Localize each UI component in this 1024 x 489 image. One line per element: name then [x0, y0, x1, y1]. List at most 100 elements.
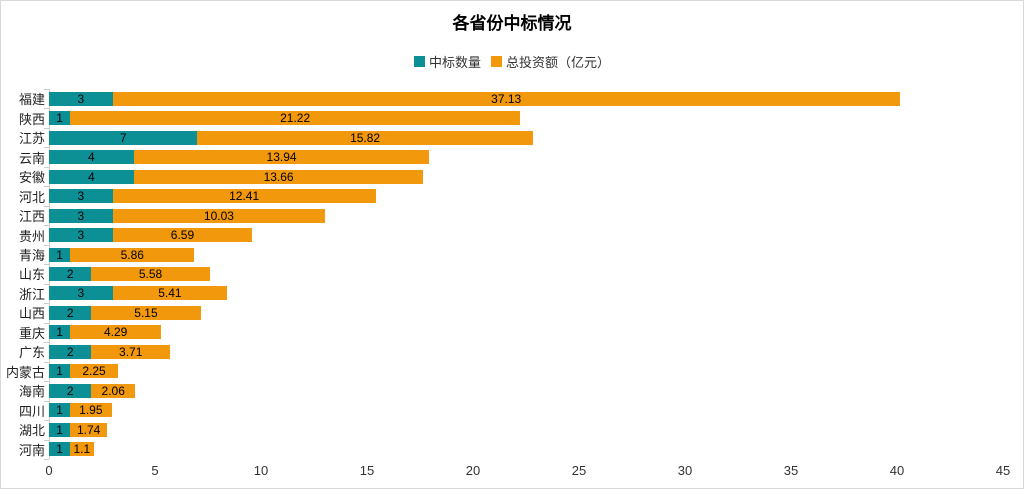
bar-segment-count[interactable]: 1 [49, 325, 71, 340]
x-axis-tick-label: 30 [677, 463, 693, 478]
bar-value-label: 37.13 [491, 91, 522, 106]
bar-segment-count[interactable]: 2 [49, 305, 92, 320]
x-axis: 0 5 10 15 20 25 30 35 40 45 [45, 463, 1010, 481]
bar-segment-count[interactable]: 4 [49, 150, 134, 165]
bar-value-label: 3 [77, 228, 85, 243]
bar-segment-count[interactable]: 3 [49, 91, 113, 106]
bar-row: 1 2.25 [49, 364, 1003, 379]
bar-segment-count[interactable]: 1 [49, 111, 71, 126]
x-axis-tick-label: 10 [253, 463, 269, 478]
bar-value-label: 13.94 [266, 150, 297, 165]
bar-segment-investment[interactable]: 2.25 [70, 364, 118, 379]
bar-value-label: 2 [66, 383, 74, 398]
x-axis-tick-label: 25 [571, 463, 587, 478]
y-axis-tick [44, 186, 49, 188]
bar-segment-investment[interactable]: 6.59 [112, 228, 253, 243]
bar-row: 3 6.59 [49, 228, 1003, 243]
bar-segment-investment[interactable]: 1.74 [70, 422, 108, 437]
bar-segment-count[interactable]: 4 [49, 169, 134, 184]
bar-segment-investment[interactable]: 13.94 [133, 150, 430, 165]
bar-segment-count[interactable]: 3 [49, 286, 113, 301]
bar-row: 4 13.66 [49, 169, 1003, 184]
bar-segment-count[interactable]: 2 [49, 383, 92, 398]
bar-value-label: 5.58 [138, 267, 163, 281]
chart-title: 各省份中标情况 [452, 14, 572, 33]
bar-segment-investment[interactable]: 15.82 [197, 130, 533, 145]
bar-value-label: 1 [56, 111, 63, 126]
y-axis-tick [44, 439, 49, 441]
bar-segment-investment[interactable]: 4.29 [70, 325, 162, 340]
bar-segment-investment[interactable]: 1.95 [70, 403, 112, 418]
bar-row: 1 1.95 [49, 403, 1003, 418]
bar-segment-count[interactable]: 1 [49, 247, 71, 262]
bar-segment-count[interactable]: 1 [49, 364, 71, 379]
y-axis-label: 广东 [18, 345, 45, 361]
bar-row: 2 2.06 [49, 383, 1003, 398]
x-axis-tick-label: 40 [889, 463, 905, 478]
y-axis-tick [44, 108, 49, 110]
legend-item-count[interactable]: 中标数量 [413, 52, 481, 71]
y-axis-label: 浙江 [18, 286, 45, 302]
bar-row: 2 3.71 [49, 344, 1003, 359]
bar-segment-count[interactable]: 1 [49, 442, 71, 457]
bar-segment-count[interactable]: 3 [49, 189, 113, 204]
legend-swatch-count-icon [413, 56, 425, 67]
bar-value-label: 2 [66, 267, 74, 281]
bar-segment-investment[interactable]: 5.41 [112, 286, 228, 301]
legend-label-count: 中标数量 [428, 55, 481, 70]
bar-value-label: 15.82 [350, 130, 381, 145]
bar-segment-count[interactable]: 2 [49, 267, 92, 281]
bar-value-label: 10.03 [203, 208, 234, 223]
bar-row: 1 5.86 [49, 247, 1003, 262]
y-axis-label: 江西 [18, 209, 45, 225]
y-axis-tick [44, 381, 49, 383]
y-axis-label: 福建 [18, 92, 45, 108]
bar-value-label: 3.71 [119, 344, 143, 359]
bar-segment-investment[interactable]: 5.86 [70, 247, 195, 262]
bar-row: 3 37.13 [49, 91, 1003, 106]
bar-row: 2 5.15 [49, 305, 1003, 320]
bar-row: 4 13.94 [49, 150, 1003, 165]
y-axis-tick [44, 361, 49, 363]
bar-segment-investment[interactable]: 5.58 [91, 267, 210, 281]
y-axis-tick [44, 205, 49, 207]
bar-segment-investment[interactable]: 5.15 [91, 305, 201, 320]
bar-segment-investment[interactable]: 3.71 [91, 344, 171, 359]
x-axis-tick-label: 35 [783, 463, 799, 478]
y-axis-tick [44, 322, 49, 324]
y-axis-label: 山西 [18, 306, 45, 322]
bar-value-label: 2 [66, 305, 74, 320]
bar-value-label: 2.06 [101, 383, 125, 398]
bar-value-label: 4 [88, 169, 95, 184]
bar-segment-investment[interactable]: 12.41 [112, 189, 376, 204]
bar-segment-investment[interactable]: 1.1 [70, 442, 94, 457]
bar-segment-count[interactable]: 1 [49, 422, 71, 437]
bar-segment-investment[interactable]: 13.66 [133, 169, 424, 184]
bar-segment-count[interactable]: 1 [49, 403, 71, 418]
bar-value-label: 4.29 [103, 325, 128, 340]
y-axis-tick [44, 89, 49, 90]
legend-item-investment[interactable]: 总投资额（亿元） [491, 52, 610, 71]
bar-segment-count[interactable]: 7 [49, 130, 198, 145]
y-axis-label: 海南 [18, 384, 45, 400]
bar-segment-investment[interactable]: 2.06 [91, 383, 136, 398]
bar-value-label: 7 [119, 130, 127, 145]
y-axis-tick [44, 244, 49, 246]
bar-value-label: 5.15 [134, 305, 158, 320]
y-axis-label: 内蒙古 [5, 364, 45, 380]
bar-row: 3 10.03 [49, 208, 1003, 223]
legend-label-investment: 总投资额（亿元） [506, 55, 611, 70]
bar-row: 1 1.1 [49, 442, 1003, 457]
y-axis-tick [44, 166, 49, 168]
bar-value-label: 1 [56, 422, 63, 437]
y-axis-tick [44, 420, 49, 422]
bar-segment-investment[interactable]: 21.22 [70, 111, 521, 126]
bar-segment-investment[interactable]: 37.13 [112, 91, 900, 106]
bar-segment-count[interactable]: 3 [49, 228, 113, 243]
x-axis-tick-label: 0 [45, 463, 53, 478]
bar-row: 3 5.41 [49, 286, 1003, 301]
bar-segment-investment[interactable]: 10.03 [112, 208, 326, 223]
bar-segment-count[interactable]: 2 [49, 344, 92, 359]
bar-segment-count[interactable]: 3 [49, 208, 113, 223]
y-axis-label: 重庆 [18, 325, 45, 341]
